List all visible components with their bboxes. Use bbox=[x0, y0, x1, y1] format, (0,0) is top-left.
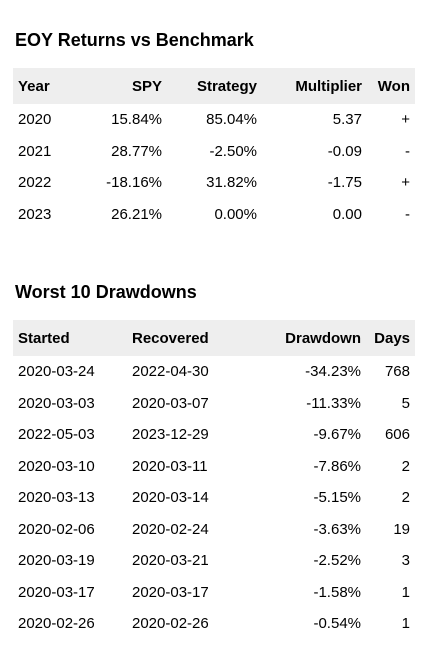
multiplier-cell: 0.00 bbox=[332, 205, 362, 223]
table-row: 2020-03-19 2020-03-21 -2.52% 3 bbox=[13, 545, 415, 577]
eoy-returns-title: EOY Returns vs Benchmark bbox=[15, 30, 254, 50]
drawdown-cell: -34.23% bbox=[305, 363, 361, 381]
table-row: 2020-03-17 2020-03-17 -1.58% 1 bbox=[13, 577, 415, 609]
days-cell: 2 bbox=[401, 489, 410, 507]
days-cell: 5 bbox=[401, 394, 410, 412]
column-header-strategy: Strategy bbox=[167, 68, 262, 104]
table-row: 2020-03-03 2020-03-07 -11.33% 5 bbox=[13, 388, 415, 420]
won-cell: + bbox=[401, 111, 410, 129]
year-cell: 2023 bbox=[18, 205, 52, 223]
won-cell: - bbox=[405, 142, 410, 160]
column-header-multiplier: Multiplier bbox=[262, 68, 367, 104]
recovered-cell: 2020-03-14 bbox=[132, 489, 209, 507]
column-header-started: Started bbox=[13, 320, 127, 356]
drawdown-cell: -2.52% bbox=[313, 552, 361, 570]
recovered-cell: 2022-04-30 bbox=[132, 363, 209, 381]
days-cell: 1 bbox=[401, 583, 410, 601]
started-cell: 2020-03-19 bbox=[18, 552, 95, 570]
worst-drawdowns-table: Started Recovered Drawdown Days 2020-03-… bbox=[13, 320, 415, 640]
drawdown-cell: -3.63% bbox=[313, 520, 361, 538]
drawdown-cell: -0.54% bbox=[313, 615, 361, 633]
recovered-cell: 2023-12-29 bbox=[132, 426, 209, 444]
multiplier-cell: -1.75 bbox=[327, 174, 362, 192]
days-cell: 19 bbox=[393, 520, 410, 538]
multiplier-cell: 5.37 bbox=[332, 111, 362, 129]
recovered-cell: 2020-03-17 bbox=[132, 583, 209, 601]
multiplier-cell: -0.09 bbox=[327, 142, 362, 160]
days-cell: 768 bbox=[384, 363, 410, 381]
column-header-spy: SPY bbox=[85, 68, 167, 104]
spy-cell: 15.84% bbox=[111, 111, 162, 129]
strategy-cell: 85.04% bbox=[206, 111, 257, 129]
started-cell: 2020-02-06 bbox=[18, 520, 95, 538]
column-header-won: Won bbox=[367, 68, 415, 104]
table-header-row: Year SPY Strategy Multiplier Won bbox=[13, 68, 415, 104]
eoy-returns-table: Year SPY Strategy Multiplier Won 2020 15… bbox=[13, 68, 415, 230]
strategy-cell: -2.50% bbox=[209, 142, 257, 160]
spy-cell: -18.16% bbox=[106, 174, 162, 192]
table-row: 2020 15.84% 85.04% 5.37 + bbox=[13, 104, 415, 136]
table-row: 2020-03-13 2020-03-14 -5.15% 2 bbox=[13, 482, 415, 514]
year-cell: 2022 bbox=[18, 174, 52, 192]
started-cell: 2020-02-26 bbox=[18, 615, 95, 633]
recovered-cell: 2020-03-07 bbox=[132, 394, 209, 412]
strategy-cell: 31.82% bbox=[206, 174, 257, 192]
column-header-year: Year bbox=[13, 68, 85, 104]
recovered-cell: 2020-03-11 bbox=[132, 457, 208, 475]
year-cell: 2020 bbox=[18, 111, 52, 129]
drawdown-cell: -9.67% bbox=[313, 426, 361, 444]
recovered-cell: 2020-02-24 bbox=[132, 520, 209, 538]
recovered-cell: 2020-02-26 bbox=[132, 615, 209, 633]
table-row: 2023 26.21% 0.00% 0.00 - bbox=[13, 199, 415, 231]
drawdown-cell: -11.33% bbox=[306, 394, 361, 412]
days-cell: 2 bbox=[401, 457, 410, 475]
column-header-days: Days bbox=[366, 320, 415, 356]
strategy-cell: 0.00% bbox=[214, 205, 257, 223]
table-header-row: Started Recovered Drawdown Days bbox=[13, 320, 415, 356]
table-row: 2020-02-26 2020-02-26 -0.54% 1 bbox=[13, 608, 415, 640]
recovered-cell: 2020-03-21 bbox=[132, 552, 209, 570]
drawdown-cell: -7.86% bbox=[313, 457, 361, 475]
won-cell: - bbox=[405, 205, 410, 223]
table-row: 2020-02-06 2020-02-24 -3.63% 19 bbox=[13, 514, 415, 546]
drawdown-cell: -5.15% bbox=[313, 489, 361, 507]
started-cell: 2020-03-03 bbox=[18, 394, 95, 412]
started-cell: 2020-03-17 bbox=[18, 583, 95, 601]
days-cell: 3 bbox=[401, 552, 410, 570]
started-cell: 2020-03-13 bbox=[18, 489, 95, 507]
table-row: 2020-03-24 2022-04-30 -34.23% 768 bbox=[13, 356, 415, 388]
column-header-drawdown: Drawdown bbox=[241, 320, 366, 356]
days-cell: 606 bbox=[384, 426, 410, 444]
spy-cell: 28.77% bbox=[111, 142, 162, 160]
table-row: 2022-05-03 2023-12-29 -9.67% 606 bbox=[13, 419, 415, 451]
spy-cell: 26.21% bbox=[111, 205, 162, 223]
days-cell: 1 bbox=[401, 615, 410, 633]
year-cell: 2021 bbox=[18, 142, 52, 160]
table-row: 2020-03-10 2020-03-11 -7.86% 2 bbox=[13, 451, 415, 483]
started-cell: 2020-03-10 bbox=[18, 457, 95, 475]
table-row: 2022 -18.16% 31.82% -1.75 + bbox=[13, 167, 415, 199]
won-cell: + bbox=[401, 174, 410, 192]
started-cell: 2022-05-03 bbox=[18, 426, 95, 444]
table-row: 2021 28.77% -2.50% -0.09 - bbox=[13, 136, 415, 168]
worst-drawdowns-title: Worst 10 Drawdowns bbox=[15, 282, 197, 302]
drawdown-cell: -1.58% bbox=[313, 583, 361, 601]
started-cell: 2020-03-24 bbox=[18, 363, 95, 381]
column-header-recovered: Recovered bbox=[127, 320, 241, 356]
